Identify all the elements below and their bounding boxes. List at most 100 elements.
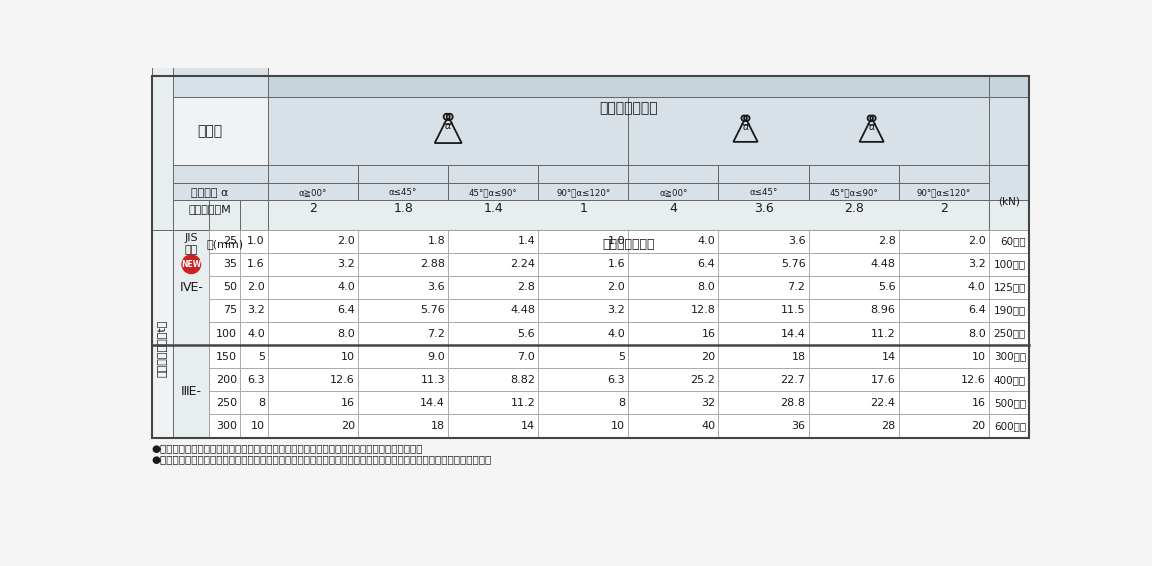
Bar bbox=[809, 165, 899, 183]
Text: 16: 16 bbox=[971, 398, 986, 408]
Text: 1: 1 bbox=[579, 202, 588, 215]
Text: 25.2: 25.2 bbox=[690, 375, 715, 385]
Bar bbox=[809, 414, 899, 438]
Text: 40: 40 bbox=[702, 421, 715, 431]
Bar bbox=[240, 322, 268, 345]
Text: 3.6: 3.6 bbox=[427, 282, 445, 293]
Bar bbox=[719, 345, 809, 368]
Bar bbox=[809, 276, 899, 299]
Bar bbox=[210, 414, 240, 438]
Bar bbox=[210, 345, 240, 368]
Text: JIS
表示: JIS 表示 bbox=[184, 233, 198, 255]
Text: 12.6: 12.6 bbox=[331, 375, 355, 385]
Bar bbox=[210, 230, 240, 253]
Bar bbox=[899, 299, 988, 322]
Bar bbox=[809, 299, 899, 322]
Text: 250以上: 250以上 bbox=[994, 329, 1026, 338]
Bar bbox=[628, 97, 988, 165]
Bar bbox=[448, 391, 538, 414]
Bar bbox=[240, 253, 268, 276]
Bar bbox=[358, 276, 448, 299]
Text: 1.4: 1.4 bbox=[517, 236, 536, 246]
Text: 50: 50 bbox=[223, 282, 237, 293]
Bar bbox=[210, 253, 240, 276]
Bar bbox=[628, 368, 719, 391]
Bar bbox=[210, 276, 240, 299]
Bar bbox=[628, 276, 719, 299]
Bar bbox=[988, 253, 1029, 276]
Text: ●角張った物を吊り上げる時や、横滑りのおそれのある場合、スリング保護のためにコーナーパットをご使用ください。: ●角張った物を吊り上げる時や、横滑りのおそれのある場合、スリング保護のためにコー… bbox=[152, 454, 492, 464]
Text: 1.8: 1.8 bbox=[393, 202, 414, 215]
Text: 3.2: 3.2 bbox=[968, 259, 986, 269]
Text: 90°＜α≤120°: 90°＜α≤120° bbox=[917, 188, 971, 197]
Text: 22.4: 22.4 bbox=[871, 398, 895, 408]
Text: 2: 2 bbox=[309, 202, 317, 215]
Text: 500以上: 500以上 bbox=[994, 398, 1026, 408]
Text: 32: 32 bbox=[702, 398, 715, 408]
Bar bbox=[538, 391, 628, 414]
Bar bbox=[988, 368, 1029, 391]
Bar bbox=[988, 391, 1029, 414]
Bar bbox=[899, 230, 988, 253]
Text: 90°＜α≤120°: 90°＜α≤120° bbox=[556, 188, 611, 197]
Text: 14: 14 bbox=[521, 421, 536, 431]
Text: α: α bbox=[869, 122, 874, 132]
Text: ⅢE-: ⅢE- bbox=[181, 385, 202, 398]
Bar bbox=[988, 345, 1029, 368]
Text: 5.76: 5.76 bbox=[420, 306, 445, 315]
Text: 10: 10 bbox=[341, 351, 355, 362]
Text: α≧00°: α≧00° bbox=[659, 188, 688, 197]
Text: 1.4: 1.4 bbox=[484, 202, 503, 215]
Bar bbox=[809, 253, 899, 276]
Bar bbox=[899, 322, 988, 345]
Bar bbox=[358, 299, 448, 322]
Text: 75: 75 bbox=[222, 306, 237, 315]
Text: ●スリングの使用荷重は荷の吊り方により変化します。上記の使用荷重以下でご使用ください。: ●スリングの使用荷重は荷の吊り方により変化します。上記の使用荷重以下でご使用くだ… bbox=[152, 443, 423, 453]
Bar bbox=[809, 345, 899, 368]
Text: 4.0: 4.0 bbox=[607, 329, 626, 338]
Text: α≤45°: α≤45° bbox=[749, 188, 778, 197]
Text: 300: 300 bbox=[217, 421, 237, 431]
Bar bbox=[358, 391, 448, 414]
Text: 3.2: 3.2 bbox=[607, 306, 626, 315]
Bar bbox=[719, 253, 809, 276]
Text: 5.6: 5.6 bbox=[878, 282, 895, 293]
Text: 100: 100 bbox=[217, 329, 237, 338]
Bar bbox=[210, 391, 240, 414]
Bar bbox=[358, 230, 448, 253]
Bar bbox=[988, 165, 1029, 200]
Bar bbox=[809, 368, 899, 391]
Text: 1.6: 1.6 bbox=[248, 259, 265, 269]
Text: 8.82: 8.82 bbox=[510, 375, 536, 385]
Text: 11.2: 11.2 bbox=[510, 398, 536, 408]
Text: 125以上: 125以上 bbox=[993, 282, 1026, 293]
Bar bbox=[719, 230, 809, 253]
Bar bbox=[899, 414, 988, 438]
Bar bbox=[538, 322, 628, 345]
Text: 2: 2 bbox=[940, 202, 948, 215]
Bar bbox=[152, 76, 1029, 438]
Text: 1.0: 1.0 bbox=[248, 236, 265, 246]
Bar bbox=[809, 391, 899, 414]
Bar bbox=[899, 345, 988, 368]
Bar bbox=[268, 183, 358, 200]
Text: 8: 8 bbox=[619, 398, 626, 408]
Text: 2.88: 2.88 bbox=[420, 259, 445, 269]
Text: 6.3: 6.3 bbox=[607, 375, 626, 385]
Text: 45°＜α≤90°: 45°＜α≤90° bbox=[829, 188, 878, 197]
Text: 2.0: 2.0 bbox=[338, 236, 355, 246]
Bar bbox=[628, 299, 719, 322]
Text: 18: 18 bbox=[791, 351, 805, 362]
Bar bbox=[268, 368, 358, 391]
Bar bbox=[538, 230, 628, 253]
Text: (kN): (kN) bbox=[998, 197, 1020, 207]
Bar bbox=[240, 414, 268, 438]
Text: 10: 10 bbox=[251, 421, 265, 431]
Text: 25: 25 bbox=[222, 236, 237, 246]
Bar bbox=[899, 253, 988, 276]
Text: 8.0: 8.0 bbox=[698, 282, 715, 293]
Bar bbox=[538, 299, 628, 322]
Bar bbox=[268, 97, 628, 165]
Bar bbox=[628, 165, 719, 183]
Bar bbox=[448, 253, 538, 276]
